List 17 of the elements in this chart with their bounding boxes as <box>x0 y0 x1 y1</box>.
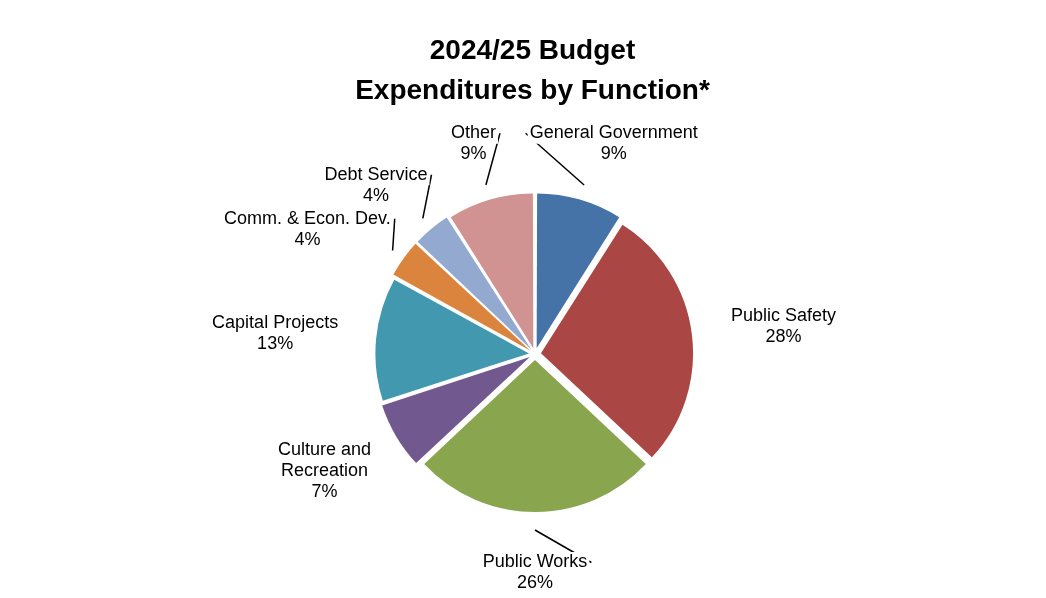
slice-label: General Government <box>529 122 698 143</box>
data-label: 13% <box>257 332 294 353</box>
slice-label: Debt Service <box>324 163 428 184</box>
slice-label: Other <box>450 122 496 143</box>
data-label: 4% <box>362 184 389 205</box>
data-label: 9% <box>460 143 487 164</box>
data-label: 26% <box>516 572 554 593</box>
data-label: 9% <box>600 143 627 164</box>
slice-label: Comm. & Econ. Dev. <box>224 207 391 228</box>
data-label: 4% <box>294 228 321 249</box>
data-label: 7% <box>311 480 338 501</box>
chart-title: 2024/25 Budget Expenditures by Function* <box>354 33 711 107</box>
data-label: 28% <box>765 326 802 347</box>
slice-label: Public Works <box>482 551 588 572</box>
slice-label: Public Safety <box>731 305 837 326</box>
slice-label: Culture and Recreation <box>277 438 372 480</box>
slice-label: Capital Projects <box>212 311 339 332</box>
